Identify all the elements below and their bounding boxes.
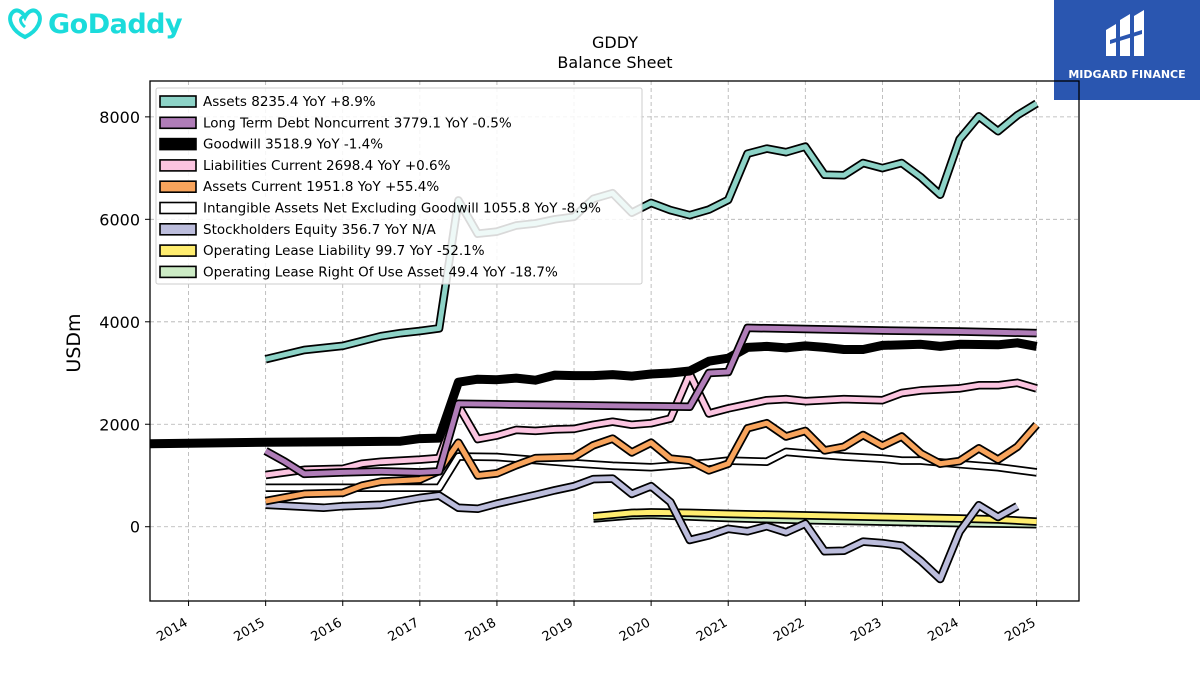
- midgard-finance-logo: MIDGARD FINANCE: [1054, 0, 1200, 100]
- x-tick-label: 2016: [309, 615, 345, 645]
- plot-frame: [149, 80, 1080, 602]
- series-stockholders-equity: [265, 474, 1020, 584]
- legend-label: Stockholders Equity 356.7 YoY N/A: [203, 222, 436, 238]
- series-assets: [264, 99, 1039, 364]
- series-liabilities-current: [265, 369, 1038, 480]
- legend-entry: Long Term Debt Noncurrent 3779.1 YoY -0.…: [159, 115, 512, 131]
- x-tick-label: 2015: [231, 615, 267, 645]
- godaddy-logo-text: GoDaddy: [48, 8, 183, 40]
- x-tick-label: 2024: [925, 615, 961, 645]
- legend-label: Assets 8235.4 YoY +8.9%: [203, 94, 376, 110]
- series-line: [593, 509, 1037, 525]
- legend: Assets 8235.4 YoY +8.9% Long Term Debt No…: [155, 87, 643, 285]
- legend-swatch: [159, 265, 197, 279]
- legend-label: Liabilities Current 2698.4 YoY +0.6%: [203, 158, 451, 174]
- legend-label: Operating Lease Liability 99.7 YoY -52.1…: [203, 243, 485, 259]
- series-operating-lease-liability: [592, 508, 1037, 526]
- godaddy-logo-icon: [8, 8, 42, 40]
- chart-subtitle: Balance Sheet: [557, 53, 672, 72]
- midgard-logo-text: MIDGARD FINANCE: [1068, 68, 1186, 81]
- series-line: [149, 338, 1038, 449]
- legend-entry: Assets Current 1951.8 YoY +55.4%: [159, 179, 439, 195]
- series-line: [265, 371, 1038, 478]
- legend-label: Intangible Assets Net Excluding Goodwill…: [203, 201, 601, 217]
- series-line: [264, 325, 1037, 477]
- legend-swatch: [159, 180, 197, 193]
- legend-entry: Intangible Assets Net Excluding Goodwill…: [159, 201, 601, 217]
- legend-label: Operating Lease Right Of Use Asset 49.4 …: [203, 264, 558, 280]
- x-tick-label: 2022: [771, 615, 807, 645]
- series-intangible-assets-net-excluding-goodwill: [265, 447, 1038, 493]
- legend-label: Goodwill 3518.9 YoY -1.4%: [203, 137, 383, 153]
- series-long-term-debt-noncurrent: [263, 323, 1037, 479]
- legend-box: [155, 87, 643, 285]
- series-line: [265, 449, 1037, 491]
- legend-entry: Liabilities Current 2698.4 YoY +0.6%: [159, 158, 451, 174]
- series-line: [265, 476, 1019, 582]
- midgard-logo-icon: [1106, 10, 1144, 56]
- legend-swatch: [159, 244, 197, 257]
- y-axis-label: USDm: [63, 313, 85, 372]
- x-tick-label: 2021: [694, 615, 730, 645]
- x-tick-label: 2020: [617, 615, 653, 645]
- series-lines: [149, 99, 1040, 584]
- y-tick-label: 4000: [99, 313, 140, 332]
- chart-title: GDDY: [592, 33, 638, 52]
- legend-swatch: [159, 116, 197, 130]
- series-line: [265, 101, 1038, 362]
- legend-entry: Operating Lease Right Of Use Asset 49.4 …: [159, 264, 558, 280]
- y-tick-label: 0: [130, 518, 140, 537]
- legend-label: Long Term Debt Noncurrent 3779.1 YoY -0.…: [203, 115, 512, 131]
- legend-swatch: [159, 137, 197, 151]
- godaddy-logo: GoDaddy: [6, 4, 183, 44]
- legend-swatch: [159, 95, 197, 108]
- legend-swatch: [159, 159, 197, 172]
- x-tick-label: 2025: [1002, 615, 1038, 645]
- legend-entry: Operating Lease Liability 99.7 YoY -52.1…: [159, 243, 485, 259]
- legend-swatch: [159, 201, 197, 215]
- legend-label: Assets Current 1951.8 YoY +55.4%: [203, 179, 439, 195]
- legend-entry: Assets 8235.4 YoY +8.9%: [159, 94, 376, 110]
- x-tick-label: 2019: [540, 615, 576, 645]
- y-tick-label: 2000: [99, 415, 140, 434]
- x-tick-label: 2014: [154, 615, 190, 645]
- x-tick-label: 2023: [848, 615, 884, 645]
- legend-entry: Goodwill 3518.9 YoY -1.4%: [159, 137, 383, 153]
- legend-entry: Stockholders Equity 356.7 YoY N/A: [159, 222, 436, 238]
- y-tick-label: 6000: [99, 210, 140, 229]
- y-tick-label: 8000: [99, 108, 140, 127]
- legend-swatch: [159, 223, 197, 236]
- series-line-outline: [265, 474, 1020, 584]
- x-tick-label: 2017: [386, 615, 422, 645]
- series-goodwill: [149, 338, 1038, 449]
- x-tick-label: 2018: [463, 615, 499, 645]
